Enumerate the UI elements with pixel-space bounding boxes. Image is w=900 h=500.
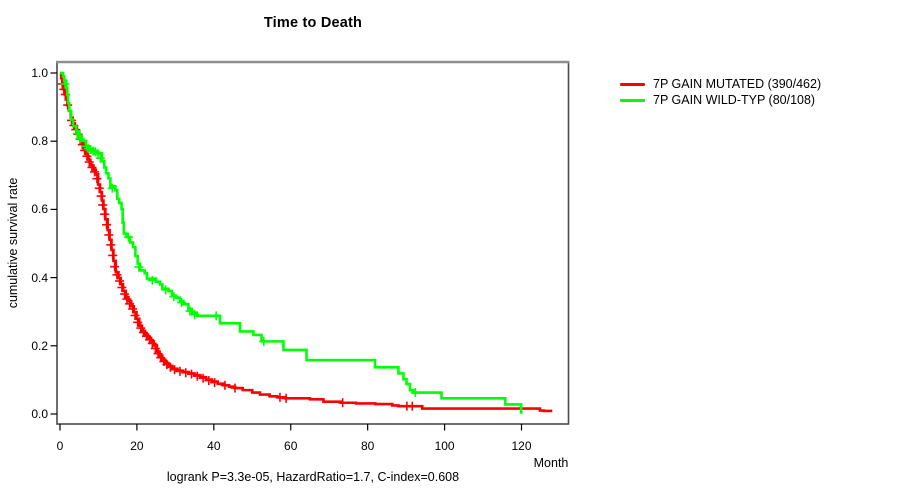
x-tick-label: 40	[207, 439, 221, 453]
wildtype-series-line-swatch	[620, 98, 645, 102]
y-axis-label: cumulative survival rate	[6, 177, 20, 309]
legend-label: 7P GAIN WILD-TYP (80/108)	[653, 93, 816, 107]
legend: 7P GAIN MUTATED (390/462) 7P GAIN WILD-T…	[620, 76, 821, 108]
y-tick-label: 0.0	[31, 407, 48, 421]
y-tick-label: 0.2	[31, 338, 48, 353]
y-tick-label: 0.6	[31, 202, 48, 217]
legend-item: 7P GAIN WILD-TYP (80/108)	[620, 92, 821, 108]
chart-title: Time to Death	[263, 15, 363, 31]
x-tick-label: 120	[511, 439, 532, 453]
x-tick-label: 0	[56, 439, 64, 453]
legend-item: 7P GAIN MUTATED (390/462)	[620, 76, 821, 92]
y-tick-label: 0.8	[31, 134, 48, 149]
x-tick-label: 80	[360, 439, 375, 453]
x-tick-label: 100	[434, 439, 455, 453]
x-tick-label: 60	[284, 439, 298, 453]
survival-curve-wildtype	[60, 71, 523, 414]
y-tick-label: 0.4	[31, 270, 48, 285]
legend-label: 7P GAIN MUTATED (390/462)	[653, 77, 822, 91]
footer-annotation: logrank P=3.3e-05, HazardRatio=1.7, C-in…	[166, 470, 460, 484]
x-tick-label: 20	[130, 439, 144, 453]
y-tick-label: 1.0	[31, 66, 48, 80]
mutated-series-line-swatch	[620, 82, 645, 86]
x-axis-label: Month	[533, 456, 569, 470]
